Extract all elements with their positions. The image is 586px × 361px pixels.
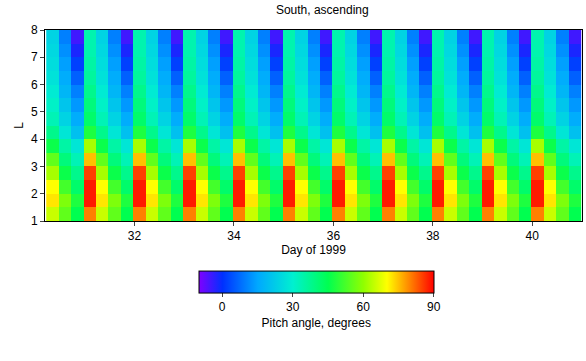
svg-text:90: 90 xyxy=(427,300,441,314)
svg-text:8: 8 xyxy=(31,23,38,37)
svg-text:4: 4 xyxy=(31,132,38,146)
svg-text:30: 30 xyxy=(286,300,300,314)
svg-text:3: 3 xyxy=(31,160,38,174)
svg-text:32: 32 xyxy=(128,229,142,243)
svg-text:Day of 1999: Day of 1999 xyxy=(281,243,346,257)
svg-text:L: L xyxy=(12,122,26,129)
svg-text:South, ascending: South, ascending xyxy=(276,3,369,17)
svg-text:60: 60 xyxy=(357,300,371,314)
svg-text:Pitch angle, degrees: Pitch angle, degrees xyxy=(261,316,370,330)
svg-text:34: 34 xyxy=(227,229,241,243)
svg-text:40: 40 xyxy=(526,229,540,243)
svg-text:7: 7 xyxy=(31,50,38,64)
svg-text:1: 1 xyxy=(31,214,38,228)
svg-text:5: 5 xyxy=(31,105,38,119)
svg-text:38: 38 xyxy=(426,229,440,243)
svg-text:36: 36 xyxy=(327,229,341,243)
svg-text:0: 0 xyxy=(219,300,226,314)
svg-text:2: 2 xyxy=(31,187,38,201)
svg-text:6: 6 xyxy=(31,78,38,92)
